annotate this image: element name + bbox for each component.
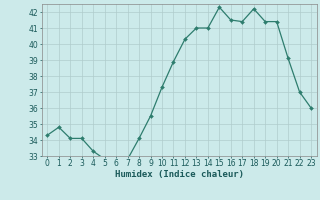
X-axis label: Humidex (Indice chaleur): Humidex (Indice chaleur) bbox=[115, 170, 244, 179]
